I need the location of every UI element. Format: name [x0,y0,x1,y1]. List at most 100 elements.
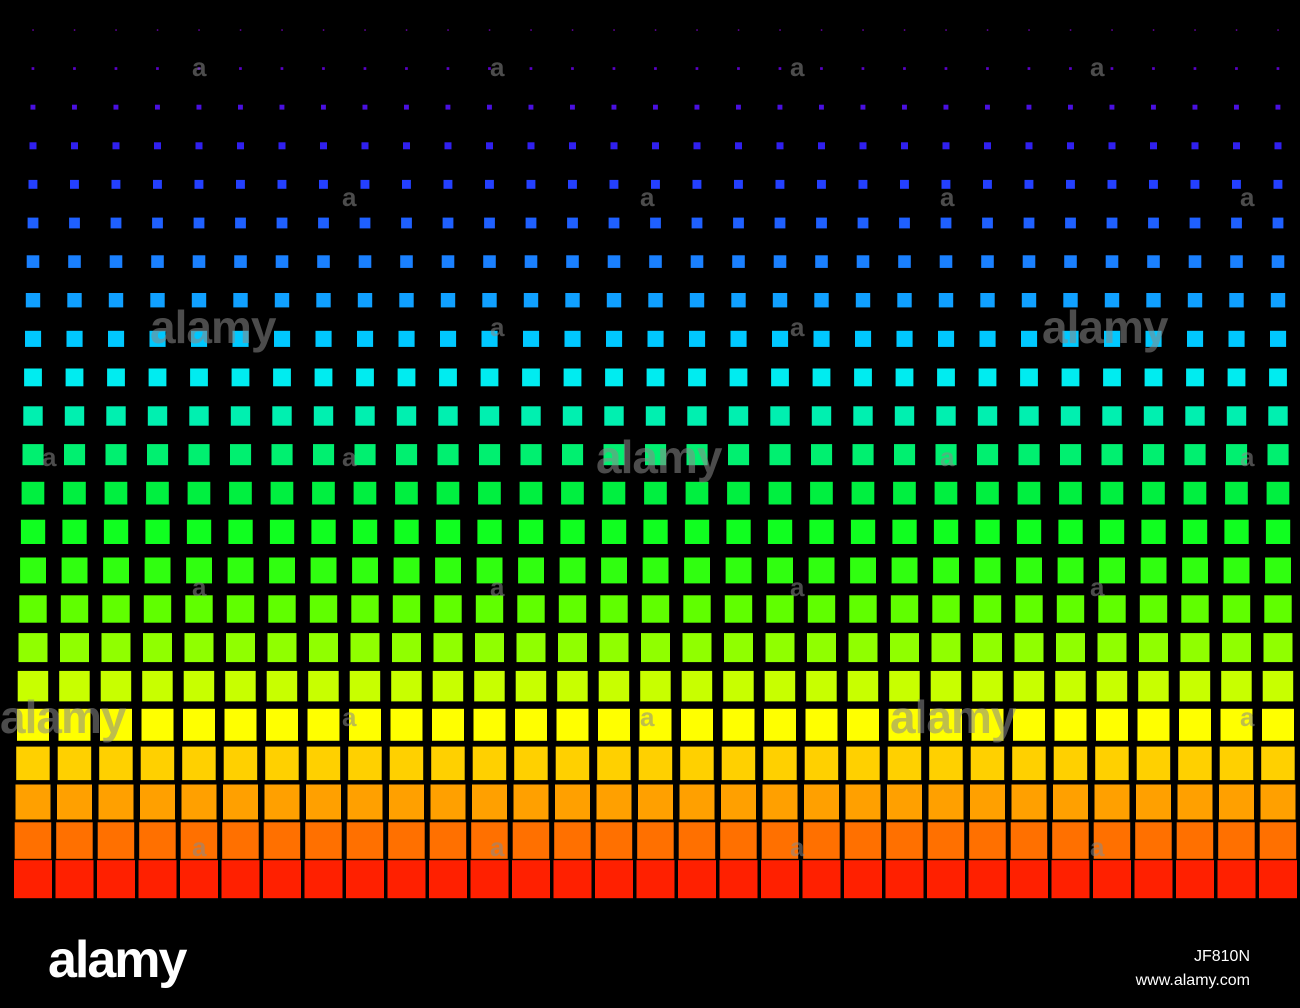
grid-square [1184,444,1206,466]
grid-square [512,860,550,899]
grid-square [770,406,790,426]
grid-square [1267,444,1289,466]
grid-square [936,406,956,426]
grid-square [1228,330,1245,347]
grid-square [61,557,88,584]
grid-square [276,217,288,229]
grid-square [942,142,950,150]
grid-square [429,860,467,899]
grid-square [402,179,411,189]
grid-square [530,29,532,31]
grid-square [571,29,574,31]
grid-square [984,142,991,150]
grid-square [1181,595,1209,623]
grid-square [1269,368,1287,387]
grid-square [486,142,493,150]
grid-square [1266,481,1290,505]
grid-square [311,519,336,544]
grid-square [151,255,164,268]
grid-square [436,481,460,505]
grid-square [1062,330,1079,347]
grid-square [860,104,866,110]
grid-square [396,444,418,466]
grid-square [1011,784,1047,820]
grid-square [734,179,743,189]
grid-square [446,67,450,70]
grid-square [892,519,917,544]
grid-square [648,293,663,308]
grid-square [355,406,375,426]
grid-square [349,708,381,741]
grid-square [856,255,870,268]
grid-square [60,633,89,663]
grid-square [1093,822,1131,859]
grid-square [25,330,42,347]
grid-square [281,29,283,31]
grid-square [1194,29,1196,31]
grid-square [138,860,177,899]
grid-square [307,708,340,741]
grid-square [353,481,377,505]
grid-square [564,330,581,347]
grid-square [32,29,34,31]
grid-square [945,29,947,31]
grid-square [1093,860,1131,899]
grid-square [1235,67,1238,70]
grid-square [146,481,169,505]
grid-square [107,368,125,387]
grid-square [430,784,466,820]
grid-square [1178,746,1212,781]
grid-square [932,595,960,623]
grid-square [488,67,491,70]
grid-square [274,293,290,308]
grid-square [733,217,744,229]
grid-square [1190,179,1200,189]
grid-square [846,746,880,781]
grid-square [523,330,540,347]
grid-square [732,255,745,268]
grid-square [224,708,257,741]
grid-square [515,708,547,741]
grid-square [685,481,709,505]
grid-square [1061,368,1080,387]
grid-square [231,368,250,387]
grid-square [553,860,592,899]
grid-square [529,67,533,70]
grid-square [612,67,616,70]
grid-square [1106,217,1118,229]
grid-square [653,104,658,110]
grid-square [1229,293,1244,308]
grid-square [100,708,132,741]
grid-square [563,368,582,387]
grid-square [611,104,617,110]
grid-square [1014,633,1044,663]
grid-square [725,557,752,584]
grid-square [1234,104,1239,110]
grid-square [232,330,249,347]
grid-square [1142,481,1165,505]
grid-square [273,368,291,387]
grid-square [514,746,548,781]
grid-square [861,67,865,70]
grid-square [1016,557,1042,584]
grid-square [266,670,298,702]
grid-square [149,330,166,347]
grid-square [1060,444,1082,466]
grid-square [155,104,160,110]
grid-square [1134,860,1173,899]
grid-square [153,179,162,189]
grid-square [1103,368,1121,387]
grid-square [472,746,507,781]
grid-square [434,595,462,623]
grid-square [1101,444,1123,466]
grid-square [645,406,666,426]
grid-square [969,822,1006,859]
grid-square [565,293,580,308]
grid-square [567,217,578,229]
grid-square [348,746,382,781]
grid-square [1052,822,1089,859]
grid-square [266,708,298,741]
grid-square [696,29,698,31]
grid-square [971,708,1004,741]
grid-square [16,746,50,781]
